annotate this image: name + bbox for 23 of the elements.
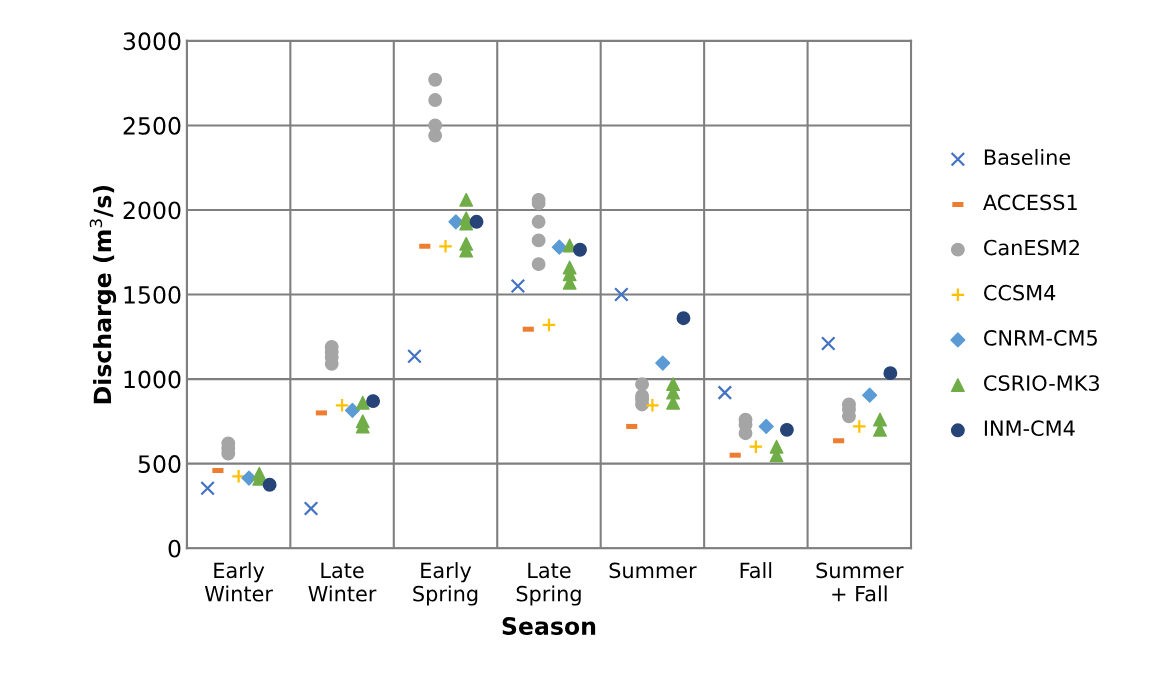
- x-tick-label: Summer: [609, 562, 697, 579]
- x-tick-label: Summer + Fall: [816, 562, 904, 602]
- y-axis-title: Discharge (m$^{3}$/s): [89, 185, 117, 404]
- y-tick-label: 1500: [124, 285, 181, 304]
- legend-label: INM-CM4: [984, 420, 1075, 437]
- legend-label: Baseline: [984, 148, 1071, 166]
- y-tick-label: 2000: [123, 201, 181, 220]
- legend-label: CNRM-CM5: [984, 329, 1097, 346]
- y-tick-label: 2500: [123, 116, 181, 135]
- x-tick-label: Early Winter: [204, 562, 273, 602]
- legend-label: CanESM2: [984, 239, 1079, 256]
- y-tick-label: 500: [138, 455, 181, 473]
- x-axis-title: Season: [502, 617, 596, 635]
- x-tick-label: Late Spring: [516, 562, 581, 606]
- legend-label: ACCESS1: [983, 194, 1077, 211]
- x-tick-label: Late Winter: [308, 562, 377, 602]
- y-tick-label: 3000: [123, 32, 181, 51]
- legend-label: CCSM4: [984, 284, 1056, 301]
- x-tick-label: Fall: [740, 562, 772, 579]
- legend-label: CSRIO-MK3: [984, 375, 1099, 391]
- x-tick-label: Early Spring: [413, 562, 478, 606]
- y-tick-label: 0: [168, 539, 181, 558]
- y-tick-label: 1000: [124, 370, 181, 389]
